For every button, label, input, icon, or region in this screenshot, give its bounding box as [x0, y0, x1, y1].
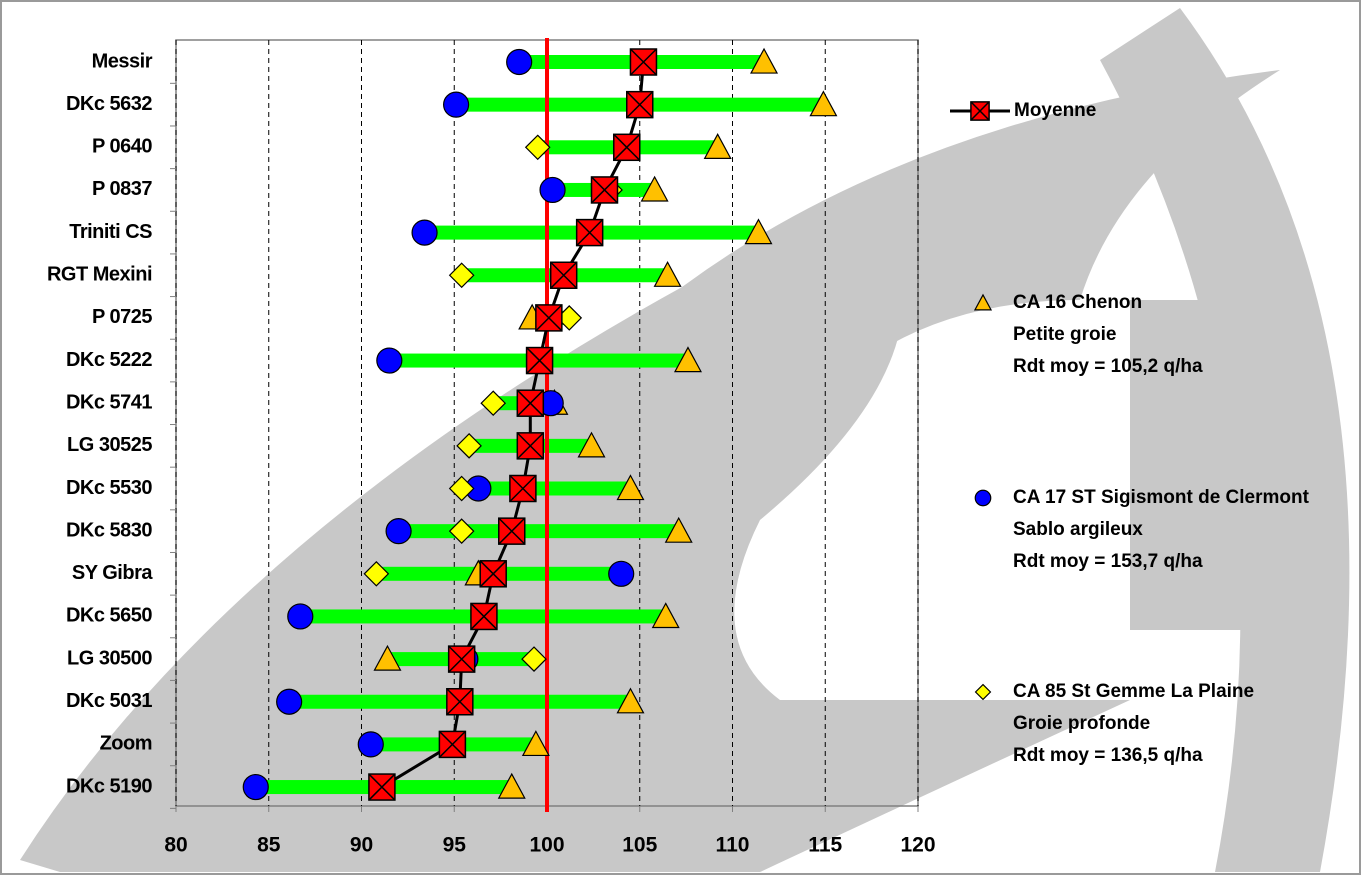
- y-tick-label: DKc 5830: [66, 519, 152, 541]
- legend-label: CA 85 St Gemme La Plaine: [1013, 681, 1254, 702]
- y-tick-label: DKc 5031: [66, 690, 152, 712]
- circle-marker: [386, 519, 411, 544]
- y-tick-label: DKc 5650: [66, 605, 152, 627]
- legend-label: Moyenne: [1014, 100, 1096, 121]
- y-tick-label: P 0837: [92, 178, 152, 200]
- x-tick-label: 110: [716, 834, 750, 857]
- y-tick-label: DKc 5530: [66, 477, 152, 499]
- square-x-marker: [517, 433, 543, 459]
- square-x-marker: [471, 603, 497, 629]
- y-tick-label: Zoom: [100, 733, 152, 755]
- y-tick-label: DKc 5632: [66, 93, 152, 115]
- circle-marker: [243, 775, 268, 800]
- legend-description: Rdt moy = 105,2 q/ha: [1013, 356, 1203, 377]
- x-tick-label: 95: [443, 834, 467, 857]
- y-tick-label: SY Gibra: [72, 562, 153, 584]
- square-x-marker: [499, 518, 525, 544]
- y-tick-label: LG 30500: [67, 647, 152, 669]
- square-x-marker: [627, 92, 653, 118]
- x-tick-label: 120: [900, 834, 935, 857]
- square-x-marker: [630, 49, 656, 75]
- legend-description: Petite groie: [1013, 324, 1116, 345]
- square-x-marker: [551, 262, 577, 288]
- square-x-marker: [592, 177, 618, 203]
- circle-marker: [507, 50, 532, 75]
- square-x-marker: [577, 220, 603, 246]
- circle-marker: [540, 177, 565, 202]
- square-x-marker: [439, 731, 465, 757]
- y-tick-label: RGT Mexini: [47, 264, 152, 286]
- y-tick-label: Triniti CS: [69, 221, 152, 243]
- square-x-marker: [369, 774, 395, 800]
- square-x-marker: [449, 646, 475, 672]
- y-tick-label: LG 30525: [67, 434, 152, 456]
- x-tick-label: 85: [257, 834, 281, 857]
- x-tick-label: 115: [808, 834, 842, 857]
- square-x-marker: [447, 689, 473, 715]
- square-x-marker: [527, 348, 553, 374]
- legend-label: CA 16 Chenon: [1013, 292, 1142, 313]
- circle-marker: [609, 561, 634, 586]
- y-tick-label: Messir: [92, 50, 153, 72]
- circle-marker: [358, 732, 383, 757]
- circle-marker: [975, 490, 991, 506]
- square-x-marker: [517, 390, 543, 416]
- circle-marker: [277, 689, 302, 714]
- y-tick-label: P 0725: [92, 306, 152, 328]
- legend-description: Rdt moy = 153,7 q/ha: [1013, 551, 1203, 572]
- y-tick-label: DKc 5741: [66, 391, 152, 413]
- square-x-marker: [971, 102, 989, 120]
- square-x-marker: [480, 561, 506, 587]
- y-tick-label: P 0640: [92, 136, 152, 158]
- y-tick-label: DKc 5222: [66, 349, 152, 371]
- x-tick-label: 100: [529, 834, 564, 857]
- y-tick-label: DKc 5190: [66, 775, 152, 797]
- legend-description: Groie profonde: [1013, 713, 1150, 734]
- square-x-marker: [510, 476, 536, 502]
- legend-description: Sablo argileux: [1013, 519, 1143, 540]
- circle-marker: [288, 604, 313, 629]
- square-x-marker: [614, 134, 640, 160]
- chart: 80 85 90 95 100 105 110 115 120 Messir DKc 5632 P 0…: [0, 0, 1361, 875]
- x-tick-label: 80: [164, 834, 187, 857]
- range-bar: [399, 524, 679, 538]
- circle-marker: [412, 220, 437, 245]
- x-tick-label: 105: [622, 834, 657, 857]
- legend-description: Rdt moy = 136,5 q/ha: [1013, 745, 1203, 766]
- x-tick-label: 90: [350, 834, 373, 857]
- circle-marker: [377, 348, 402, 373]
- legend-label: CA 17 ST Sigismont de Clermont: [1013, 487, 1310, 508]
- circle-marker: [444, 92, 469, 117]
- square-x-marker: [536, 305, 562, 331]
